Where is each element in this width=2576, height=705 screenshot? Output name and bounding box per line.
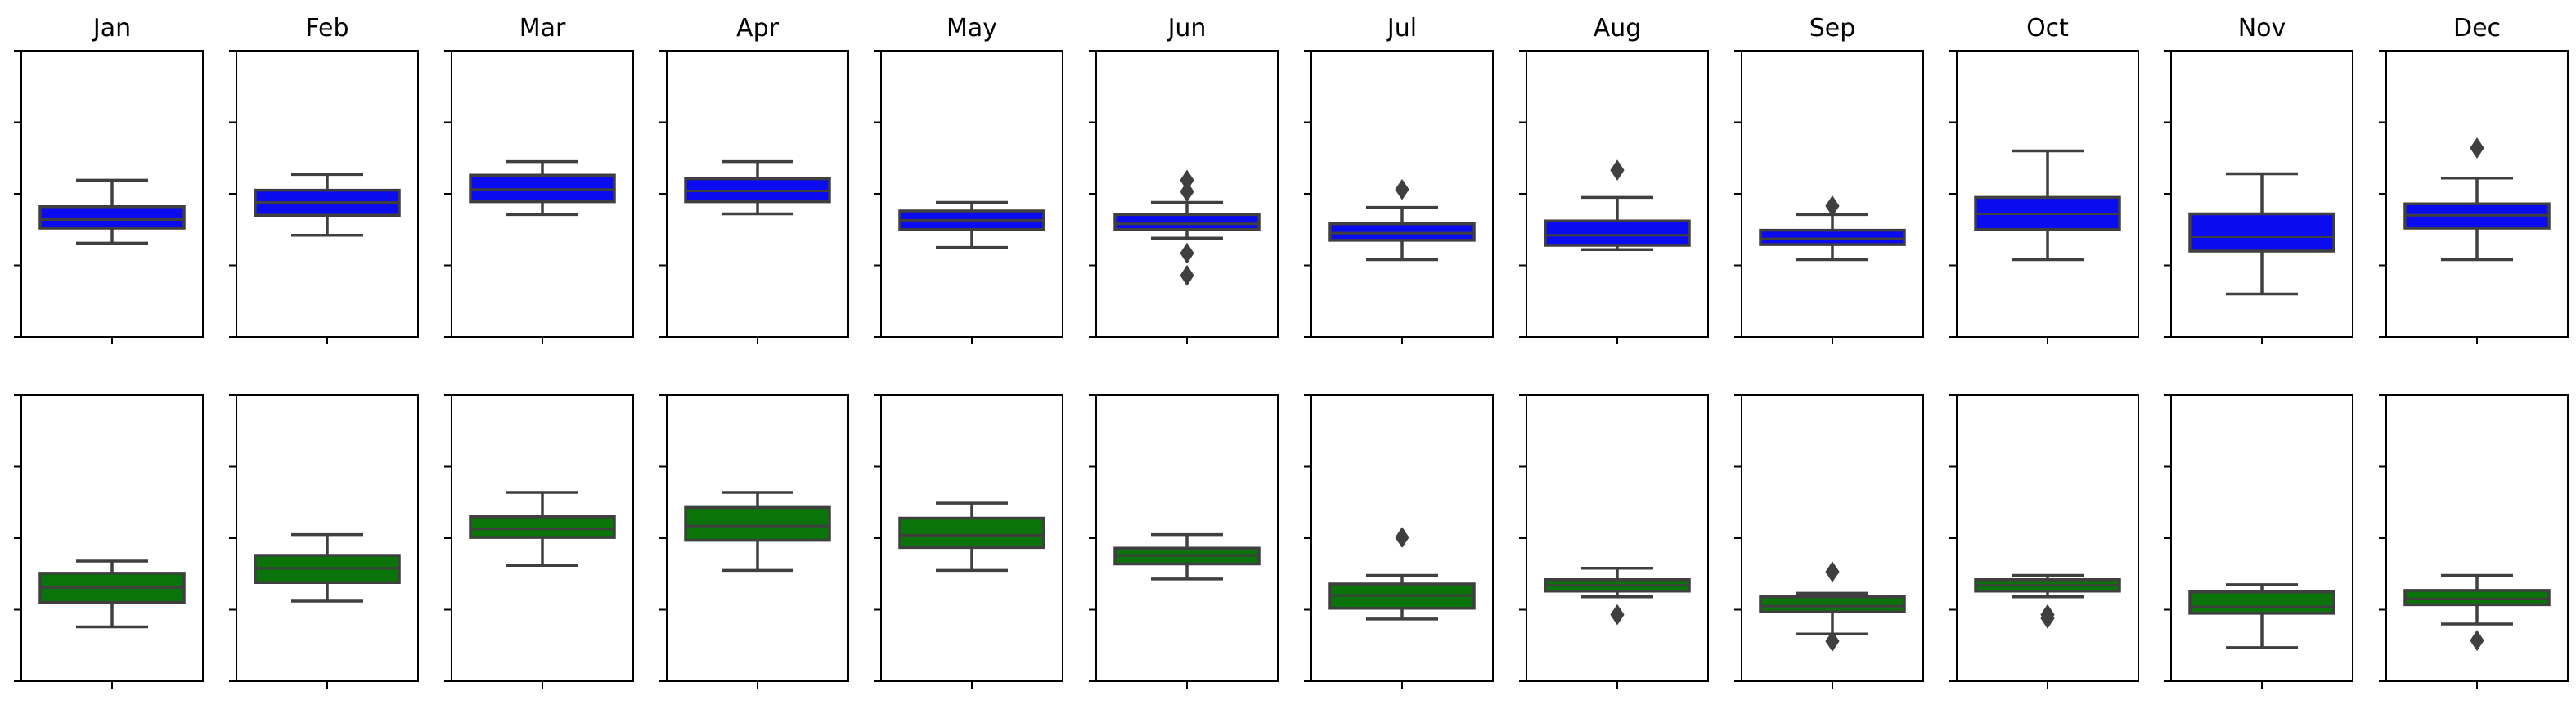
panel-nov-row-2 — [2164, 394, 2353, 689]
panel-aug-row-2 — [1519, 394, 1709, 689]
panel-frame — [451, 50, 634, 338]
panel-apr-row-2 — [659, 394, 849, 689]
panel-feb-row-1: Feb — [229, 14, 419, 344]
panel-frame — [2170, 394, 2353, 682]
outlier-point — [2470, 630, 2484, 652]
panel-jan-row-2 — [14, 394, 204, 689]
box — [1759, 228, 1906, 246]
panel-frame — [1741, 394, 1924, 682]
outlier-point — [2470, 137, 2484, 159]
box — [2188, 212, 2335, 253]
box — [684, 505, 831, 542]
outlier-point — [1180, 242, 1194, 264]
box — [469, 515, 616, 539]
panel-frame — [236, 394, 419, 682]
panel-title: Jan — [92, 14, 131, 43]
panel-frame — [1526, 394, 1709, 682]
panel-mar-row-1: Mar — [444, 14, 634, 344]
box — [38, 205, 186, 230]
panel-title: Jun — [1167, 14, 1207, 43]
panel-aug-row-1: Aug — [1519, 14, 1709, 344]
panel-jul-row-1: Jul — [1304, 14, 1494, 344]
outlier-point — [1395, 527, 1409, 549]
panel-frame — [666, 50, 849, 338]
outlier-point — [1825, 561, 1840, 583]
panel-frame — [1956, 50, 2139, 338]
panel-frame — [1310, 50, 1494, 338]
panel-jun-row-1: Jun — [1089, 14, 1279, 344]
panel-frame — [1310, 394, 1494, 682]
panel-frame — [2170, 50, 2353, 338]
panel-jun-row-2 — [1089, 394, 1279, 689]
outlier-point — [1180, 264, 1194, 286]
panel-frame — [20, 394, 204, 682]
box — [2403, 589, 2551, 607]
outlier-point — [1395, 178, 1409, 200]
panel-title: Oct — [2026, 14, 2069, 43]
panel-frame — [2385, 50, 2569, 338]
panel-apr-row-1: Apr — [659, 14, 849, 344]
panel-sep-row-1: Sep — [1734, 14, 1924, 344]
panel-dec-row-1: Dec — [2379, 14, 2569, 344]
outlier-point — [1180, 181, 1194, 203]
panel-mar-row-2 — [444, 394, 634, 689]
outlier-point — [1825, 631, 1840, 652]
box — [898, 516, 1045, 550]
panel-frame — [1526, 50, 1709, 338]
panel-feb-row-2 — [229, 394, 419, 689]
panel-dec-row-2 — [2379, 394, 2569, 689]
panel-frame — [666, 394, 849, 682]
panel-title: Dec — [2453, 14, 2501, 43]
box — [1113, 213, 1261, 231]
panel-nov-row-1: Nov — [2164, 14, 2353, 344]
outlier-point — [1610, 604, 1625, 626]
panel-frame — [236, 50, 419, 338]
panel-title: May — [946, 14, 997, 43]
panel-title: Nov — [2238, 14, 2286, 43]
panel-title: Feb — [305, 14, 348, 43]
panel-frame — [1956, 394, 2139, 682]
outlier-point — [1610, 159, 1625, 182]
panel-title: Apr — [736, 14, 780, 43]
panel-title: Jul — [1386, 14, 1417, 43]
panel-title: Mar — [519, 14, 566, 43]
panel-may-row-2 — [874, 394, 1063, 689]
panel-frame — [880, 394, 1063, 682]
panel-title: Aug — [1594, 14, 1642, 43]
panel-sep-row-2 — [1734, 394, 1924, 689]
panel-frame — [880, 50, 1063, 338]
panel-title: Sep — [1809, 14, 1856, 43]
panel-frame — [2385, 394, 2569, 682]
panel-frame — [1741, 50, 1924, 338]
panel-frame — [20, 50, 204, 338]
panel-frame — [1095, 394, 1279, 682]
panel-frame — [1095, 50, 1279, 338]
box — [1544, 219, 1691, 247]
panel-may-row-1: May — [874, 14, 1063, 344]
panel-jan-row-1: Jan — [14, 14, 204, 344]
box — [1759, 595, 1906, 613]
outlier-point — [2040, 608, 2055, 629]
panel-jul-row-2 — [1304, 394, 1494, 689]
outlier-point — [1825, 195, 1840, 217]
panel-frame — [451, 394, 634, 682]
panel-oct-row-1: Oct — [1949, 14, 2139, 344]
box — [2188, 590, 2335, 615]
panel-oct-row-2 — [1949, 394, 2139, 689]
